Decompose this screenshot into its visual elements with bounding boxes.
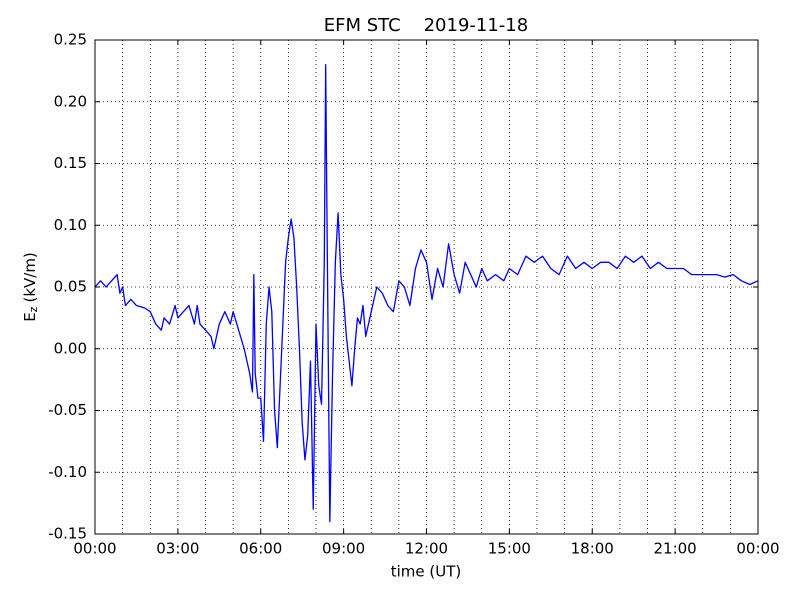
x-tick-label: 15:00 [488,540,531,558]
y-tick-label: -0.10 [48,463,87,481]
x-tick-label: 00:00 [736,540,779,558]
y-tick-label: -0.15 [48,525,87,543]
y-label-symbol: E [21,312,39,321]
x-tick-label: 12:00 [405,540,448,558]
data-line [94,64,759,523]
y-tick-label: 0.15 [54,154,87,172]
y-tick-label: -0.05 [48,401,87,419]
chart-title: EFM STC 2019-11-18 [324,15,528,36]
y-tick-label: 0.10 [54,216,87,234]
x-tick-label: 03:00 [156,540,199,558]
x-tick-label: 00:00 [73,540,116,558]
y-tick-label: 0.25 [54,31,87,49]
y-tick-label: 0.00 [54,339,87,357]
x-axis-label: time (UT) [391,563,462,581]
y-tick-label: 0.20 [54,92,87,110]
y-axis-label: Ez (kV/m) [21,252,41,322]
x-tick-label: 21:00 [654,540,697,558]
plot-frame [94,39,759,535]
y-tick-label: 0.05 [54,278,87,296]
x-tick-label: 06:00 [239,540,282,558]
y-label-unit: (kV/m) [21,252,39,302]
y-label-subscript: z [27,306,40,312]
x-tick-label: 18:00 [571,540,614,558]
x-tick-label: 09:00 [322,540,365,558]
